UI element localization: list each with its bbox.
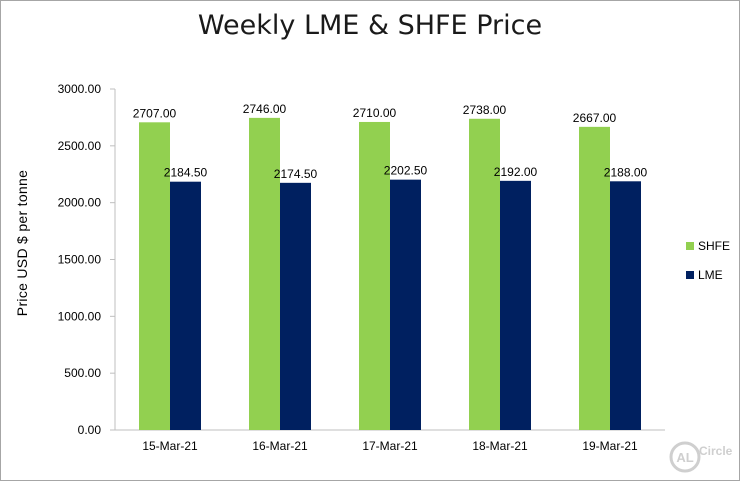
- logo-text: Circle: [699, 444, 733, 458]
- bar-lme: [280, 182, 311, 430]
- bar-lme: [390, 179, 421, 430]
- bar-lme: [610, 181, 641, 430]
- data-label-lme: 2192.00: [494, 165, 538, 179]
- legend-swatch-lme: [686, 271, 694, 279]
- y-tick-label: 2500.00: [58, 139, 102, 153]
- data-label-lme: 2174.50: [274, 167, 318, 181]
- bar-shfe: [359, 121, 390, 431]
- x-tick-label: 16-Mar-21: [252, 439, 308, 453]
- y-tick-label: 0.00: [78, 423, 102, 437]
- legend: SHFE LME: [686, 238, 730, 296]
- bar-lme: [500, 180, 531, 430]
- legend-label-shfe: SHFE: [698, 239, 731, 253]
- y-tick-label: 1000.00: [58, 309, 102, 323]
- y-tick-label: 1500.00: [58, 253, 102, 267]
- data-label-shfe: 2710.00: [353, 106, 397, 120]
- data-label-lme: 2202.50: [384, 164, 428, 178]
- bar-lme: [170, 181, 201, 430]
- x-tick-label: 18-Mar-21: [472, 439, 528, 453]
- data-label-shfe: 2667.00: [573, 111, 617, 125]
- y-tick-label: 500.00: [64, 366, 101, 380]
- x-tick-label: 19-Mar-21: [582, 439, 638, 453]
- bar-shfe: [469, 118, 500, 430]
- bar-shfe: [139, 122, 170, 431]
- logo-mark: AL: [676, 450, 693, 465]
- bar-shfe: [249, 117, 280, 430]
- x-tick-label: 17-Mar-21: [362, 439, 418, 453]
- data-label-shfe: 2738.00: [463, 103, 507, 117]
- legend-swatch-shfe: [686, 242, 694, 250]
- alcircle-logo: AL Circle: [669, 441, 733, 473]
- bar-shfe: [579, 126, 610, 430]
- legend-label-lme: LME: [698, 268, 723, 282]
- y-tick-label: 3000.00: [58, 82, 102, 96]
- legend-item-shfe: SHFE: [686, 238, 730, 254]
- chart-title: Weekly LME & SHFE Price: [197, 10, 543, 41]
- data-label-shfe: 2707.00: [133, 106, 177, 120]
- legend-item-lme: LME: [686, 267, 730, 283]
- y-tick-label: 2000.00: [58, 196, 102, 210]
- data-label-lme: 2184.50: [164, 166, 208, 180]
- x-tick-label: 15-Mar-21: [142, 439, 198, 453]
- data-label-lme: 2188.00: [604, 165, 648, 179]
- data-label-shfe: 2746.00: [243, 102, 287, 116]
